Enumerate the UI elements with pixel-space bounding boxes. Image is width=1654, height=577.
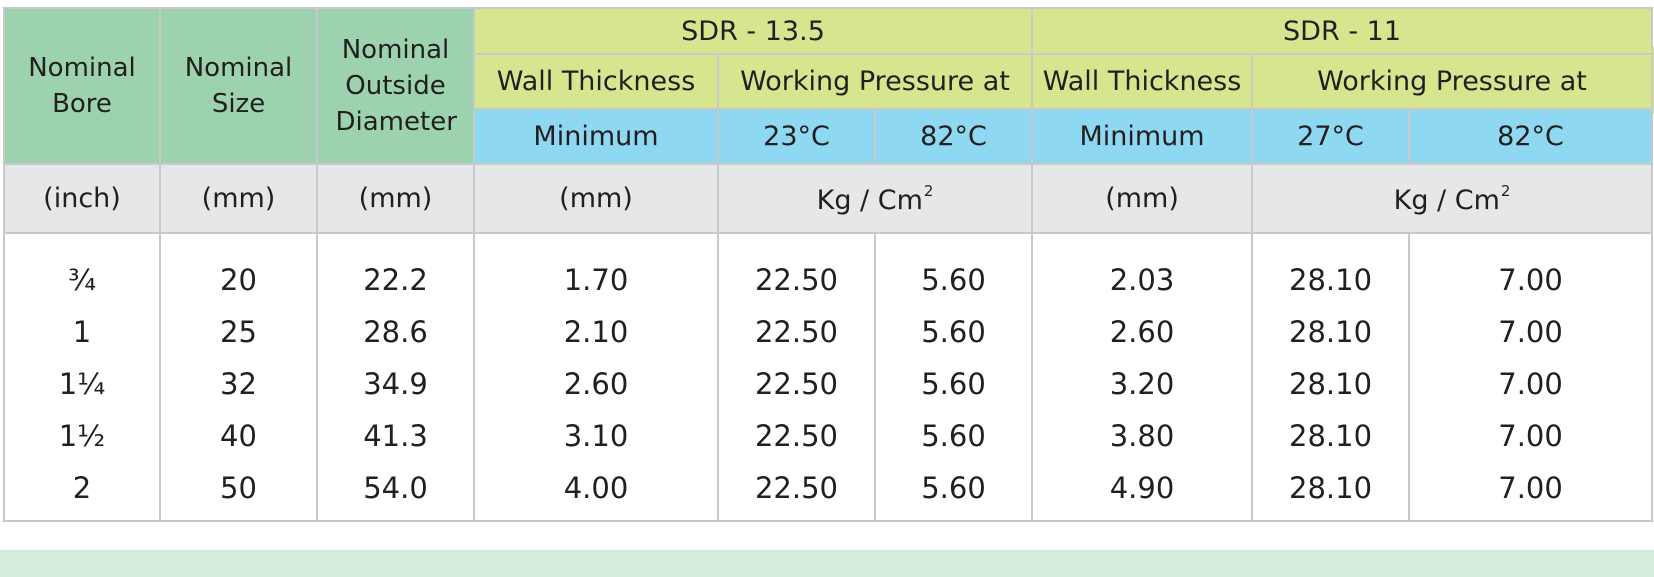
data-body-row: ¾ 1 1¼ 1½ 2 20 25 32 40 50 22.2 28.6 34.… [3,232,1654,522]
column-wp-23c: 22.50 22.50 22.50 22.50 22.50 [717,232,876,522]
footer-band [0,550,1654,577]
wp-23-value: 22.50 [754,471,839,505]
unit-wall-sdr-11: (mm) [1031,163,1254,234]
header-nominal-size-label: Nominal Size [184,53,293,119]
header-minimum-sdr-13-5: Minimum [473,108,719,165]
header-nominal-od-label: Nominal Outside Diameter [335,35,457,137]
bore-value: ¾ [67,263,97,297]
column-wp-82c-sdr-13-5: 5.60 5.60 5.60 5.60 5.60 [873,232,1034,522]
header-temp-23c: 23°C [717,108,876,165]
unit-od: (mm) [316,163,475,234]
od-value: 22.2 [363,263,428,297]
unit-pressure-2-sup: 2 [1500,181,1511,200]
wall-11-value: 2.60 [1109,315,1175,349]
column-size: 20 25 32 40 50 [159,232,318,522]
wp-82b-value: 7.00 [1498,367,1563,401]
unit-wall-sdr-13-5: (mm) [473,163,719,234]
unit-pressure-sdr-13-5: Kg / Cm2 [716,163,1034,234]
unit-size: (mm) [159,163,318,234]
header-sdr-11: SDR - 11 [1031,7,1654,55]
size-value: 32 [220,367,257,401]
header-minimum-sdr-11: Minimum [1031,108,1254,165]
wp-27-value: 28.10 [1289,263,1373,297]
temp-82b-value: 82 [1497,121,1532,152]
wall-11-value: 3.80 [1109,419,1175,453]
wp-82a-value: 5.60 [921,471,986,505]
unit-pressure-1-text: Kg / Cm [816,184,923,216]
wp-27-value: 28.10 [1289,471,1373,505]
temp-27-unit: °C [1331,121,1364,152]
header-row-subgroups: Wall Thickness Working Pressure at Wall … [4,53,1654,110]
size-value: 20 [220,263,257,297]
header-wall-thickness-sdr-13-5: Wall Thickness [473,53,719,110]
column-bore: ¾ 1 1¼ 1½ 2 [3,232,161,522]
wall-13-5-value: 2.60 [563,367,629,401]
pipe-specification-table: Nominal Bore Nominal Size Nominal Outsid… [3,7,1654,522]
unit-pressure-1-sup: 2 [923,181,934,200]
od-value: 34.9 [363,367,428,401]
wall-13-5-value: 3.10 [563,419,629,453]
wp-82b-value: 7.00 [1498,419,1563,453]
bore-value: 1 [72,315,92,349]
wp-23-value: 22.50 [754,315,839,349]
wp-82b-value: 7.00 [1498,263,1563,297]
header-temp-27c: 27°C [1251,108,1411,165]
wall-11-value: 4.90 [1109,471,1175,505]
wall-13-5-value: 4.00 [563,471,629,505]
units-row: (inch) (mm) (mm) (mm) Kg / Cm2 (mm) Kg /… [3,163,1654,234]
od-value: 54.0 [363,471,428,505]
column-wp-82c-sdr-11: 7.00 7.00 7.00 7.00 7.00 [1408,232,1654,522]
header-temp-82c-sdr-13-5: 82°C [873,108,1034,165]
header-working-pressure-sdr-11: Working Pressure at [1251,53,1654,110]
wp-82a-value: 5.60 [921,367,986,401]
bore-value: 1¼ [58,367,106,401]
column-wall-sdr-13-5: 1.70 2.10 2.60 3.10 4.00 [473,232,719,522]
header-row-temperatures: Minimum 23°C 82°C Minimum 27°C 82°C [4,108,1654,165]
header-row-sdr: Nominal Bore Nominal Size Nominal Outsid… [3,7,1654,165]
bore-value: 1½ [58,419,106,453]
unit-pressure-sdr-11: Kg / Cm2 [1251,163,1654,234]
temp-82a-unit: °C [954,121,987,152]
header-wall-thickness-sdr-11: Wall Thickness [1031,53,1254,110]
wp-27-value: 28.10 [1289,367,1373,401]
size-value: 25 [220,315,257,349]
wall-13-5-value: 1.70 [563,263,629,297]
wp-23-value: 22.50 [754,419,839,453]
temp-82b-unit: °C [1531,121,1564,152]
od-value: 28.6 [363,315,428,349]
wp-82a-value: 5.60 [921,419,986,453]
wp-82a-value: 5.60 [921,263,986,297]
header-nominal-bore-label: Nominal Bore [28,53,136,119]
unit-bore: (inch) [3,163,161,234]
header-sdr-13-5: SDR - 13.5 [472,7,1034,55]
size-value: 50 [220,471,257,505]
bore-value: 2 [72,471,92,505]
wp-23-value: 22.50 [754,367,839,401]
right-edge-strip [1651,46,1654,114]
column-wp-27c: 28.10 28.10 28.10 28.10 28.10 [1251,232,1411,522]
header-temp-82c-sdr-11: 82°C [1408,108,1654,165]
size-value: 40 [220,419,257,453]
column-wall-sdr-11: 2.03 2.60 3.20 3.80 4.90 [1031,232,1254,522]
wall-13-5-value: 2.10 [563,315,629,349]
wp-27-value: 28.10 [1289,419,1373,453]
unit-pressure-2-text: Kg / Cm [1393,184,1500,216]
temp-23-unit: °C [797,121,830,152]
wp-23-value: 22.50 [754,263,839,297]
wall-11-value: 3.20 [1109,367,1175,401]
column-od: 22.2 28.6 34.9 41.3 54.0 [316,232,475,522]
wp-27-value: 28.10 [1289,315,1373,349]
temp-27-value: 27 [1297,121,1332,152]
wp-82a-value: 5.60 [921,315,986,349]
temp-82a-value: 82 [920,121,955,152]
header-working-pressure-sdr-13-5: Working Pressure at [716,53,1034,110]
temp-23-value: 23 [763,121,798,152]
header-nominal-outside-diameter: Nominal Outside Diameter [316,7,475,165]
wall-11-value: 2.03 [1109,263,1175,297]
od-value: 41.3 [363,419,428,453]
wp-82b-value: 7.00 [1498,471,1563,505]
header-nominal-bore: Nominal Bore [3,7,161,165]
header-nominal-size: Nominal Size [159,7,318,165]
wp-82b-value: 7.00 [1498,315,1563,349]
